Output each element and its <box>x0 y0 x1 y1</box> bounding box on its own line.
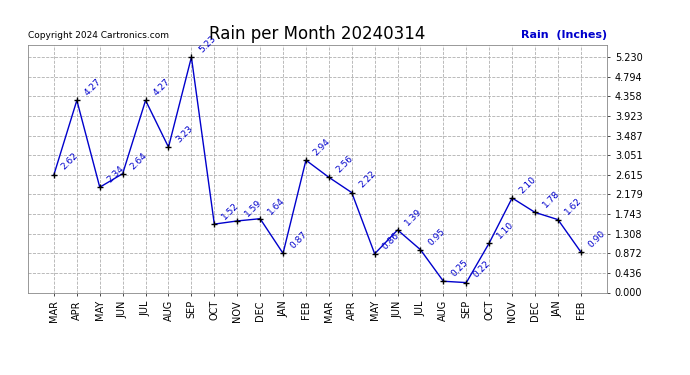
Title: Rain per Month 20240314: Rain per Month 20240314 <box>209 26 426 44</box>
Text: 0.86: 0.86 <box>380 230 401 251</box>
Text: 1.52: 1.52 <box>220 201 240 221</box>
Text: 2.10: 2.10 <box>518 175 538 195</box>
Text: 5.23: 5.23 <box>197 34 217 54</box>
Text: 1.10: 1.10 <box>495 220 515 240</box>
Text: 2.64: 2.64 <box>128 150 148 171</box>
Text: 1.64: 1.64 <box>266 195 286 216</box>
Text: 2.22: 2.22 <box>357 170 377 190</box>
Text: Rain  (Inches): Rain (Inches) <box>521 30 607 40</box>
Text: Copyright 2024 Cartronics.com: Copyright 2024 Cartronics.com <box>28 31 168 40</box>
Text: 2.94: 2.94 <box>311 137 332 158</box>
Text: 0.95: 0.95 <box>426 226 446 247</box>
Text: 4.27: 4.27 <box>151 77 172 98</box>
Text: 1.39: 1.39 <box>403 207 424 227</box>
Text: 0.25: 0.25 <box>449 258 469 279</box>
Text: 0.87: 0.87 <box>288 230 309 251</box>
Text: 4.27: 4.27 <box>82 77 103 98</box>
Text: 1.59: 1.59 <box>243 198 264 218</box>
Text: 0.22: 0.22 <box>472 260 492 280</box>
Text: 0.90: 0.90 <box>586 229 607 249</box>
Text: 2.56: 2.56 <box>335 154 355 174</box>
Text: 1.62: 1.62 <box>564 196 584 217</box>
Text: 1.78: 1.78 <box>540 189 561 210</box>
Text: 3.23: 3.23 <box>174 124 195 144</box>
Text: 2.62: 2.62 <box>59 152 80 172</box>
Text: 2.34: 2.34 <box>106 164 126 184</box>
